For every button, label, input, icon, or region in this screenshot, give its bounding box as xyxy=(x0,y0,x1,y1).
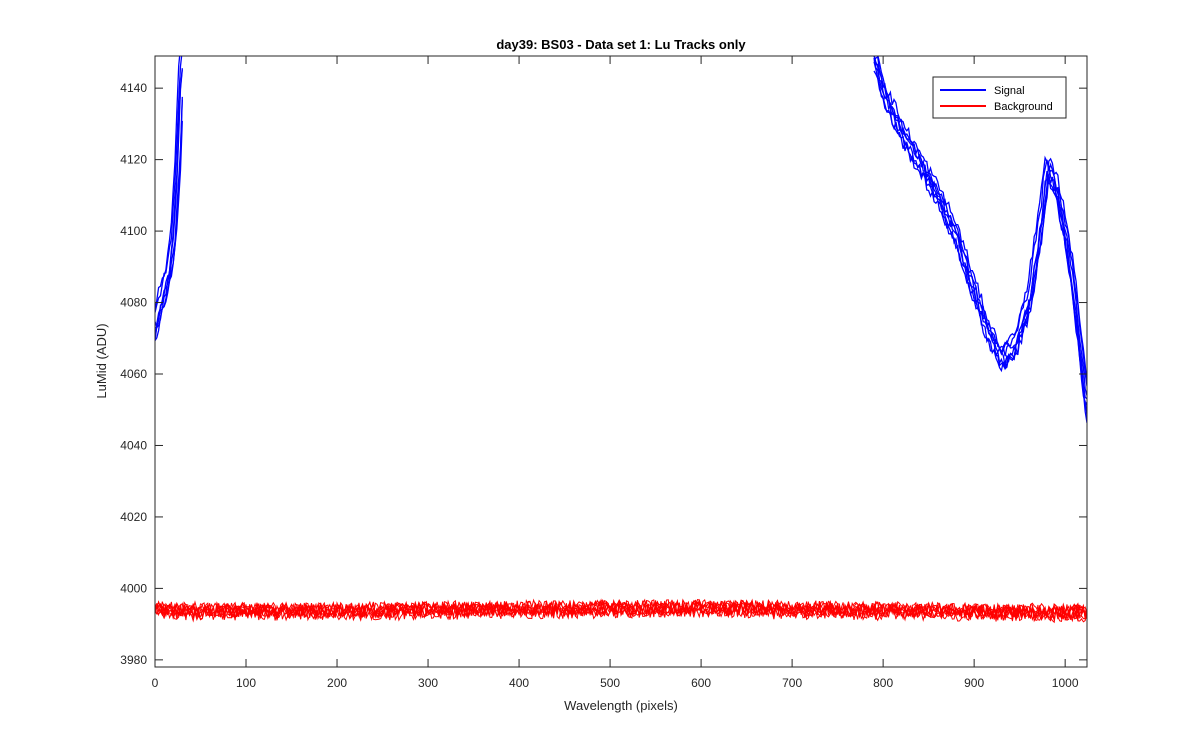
background-track xyxy=(155,599,1087,622)
y-tick-label: 4140 xyxy=(120,81,147,95)
x-tick-label: 600 xyxy=(691,676,711,690)
legend-label-background: Background xyxy=(994,101,1053,113)
y-tick-label: 4060 xyxy=(120,367,147,381)
signal-track xyxy=(873,56,1087,409)
signal-track xyxy=(155,56,183,313)
legend-box xyxy=(932,76,1067,119)
y-axis-label: LuMid (ADU) xyxy=(94,323,109,398)
legend: Signal Background xyxy=(932,76,1067,119)
y-tick-label: 4020 xyxy=(120,510,147,524)
x-tick-label: 400 xyxy=(509,676,529,690)
signal-track xyxy=(155,120,183,329)
x-axis-label: Wavelength (pixels) xyxy=(564,698,678,713)
signal-track xyxy=(873,61,1087,417)
signal-track xyxy=(155,56,181,311)
x-tick-label: 0 xyxy=(152,676,159,690)
ticks-layer: 0 100 200 300 400 500 600 700 800 900 1000 3980 4000… xyxy=(120,56,1087,690)
x-tick-label: 700 xyxy=(782,676,802,690)
x-tick-label: 900 xyxy=(964,676,984,690)
y-tick-label: 3980 xyxy=(120,653,147,667)
x-tick-label: 1000 xyxy=(1052,676,1079,690)
y-tick-label: 4100 xyxy=(120,224,147,238)
chart-title: day39: BS03 - Data set 1: Lu Tracks only xyxy=(496,37,746,52)
axes-box xyxy=(154,55,1088,668)
y-tick-label: 4080 xyxy=(120,296,147,310)
series-layer xyxy=(155,56,1087,624)
x-tick-label: 800 xyxy=(873,676,893,690)
legend-label-signal: Signal xyxy=(994,85,1025,97)
signal-track xyxy=(155,96,183,329)
signal-track xyxy=(873,56,1087,400)
plot-area xyxy=(155,56,1087,667)
x-tick-label: 100 xyxy=(236,676,256,690)
x-tick-label: 200 xyxy=(327,676,347,690)
signal-track xyxy=(877,56,1087,384)
y-tick-label: 4040 xyxy=(120,438,147,452)
x-tick-label: 500 xyxy=(600,676,620,690)
y-tick-label: 4120 xyxy=(120,153,147,167)
y-tick-label: 4000 xyxy=(120,581,147,595)
x-tick-label: 300 xyxy=(418,676,438,690)
